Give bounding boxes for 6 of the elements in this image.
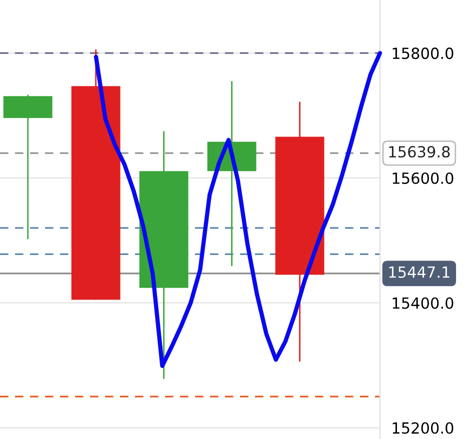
ref-line-label: 15447.1 (389, 266, 450, 278)
y-tick-label: 15600.0 (392, 172, 454, 184)
y-tick-label: 15200.0 (392, 422, 454, 434)
ref-line-label: 15639.8 (389, 146, 450, 158)
y-tick-label: 15400.0 (392, 297, 454, 309)
y-tick-label: 15800.0 (392, 48, 454, 60)
